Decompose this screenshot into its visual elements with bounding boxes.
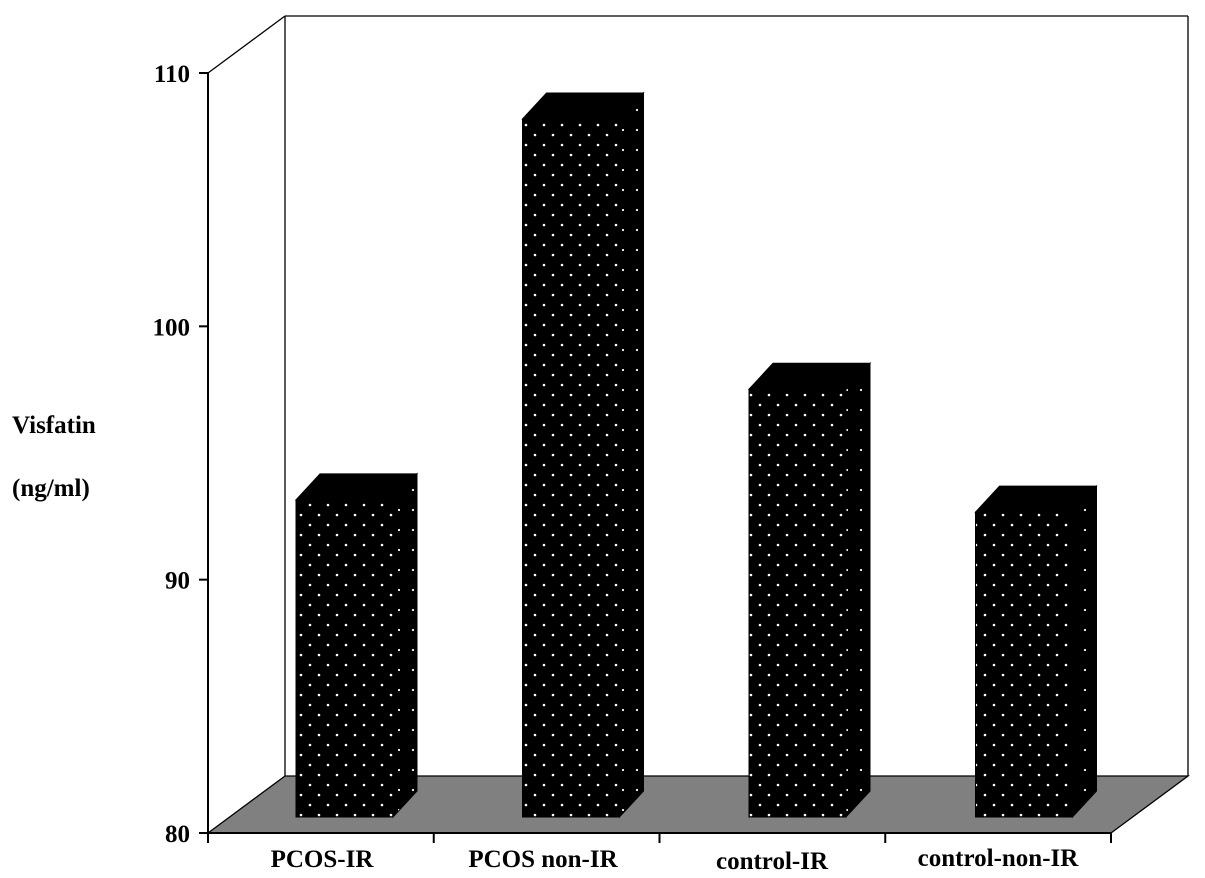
x-label-0: PCOS-IR xyxy=(271,846,375,873)
bar-2 xyxy=(747,361,872,819)
bar-3 xyxy=(974,484,1098,819)
y-tick-label-100: 100 xyxy=(153,314,191,341)
bar-0 xyxy=(294,472,419,819)
bars-group xyxy=(294,91,1098,819)
y-tick-label-110: 110 xyxy=(154,61,190,88)
bar-front-1 xyxy=(522,118,620,818)
x-label-3: control-non-IR xyxy=(918,845,1080,872)
bar-1 xyxy=(521,91,645,819)
x-axis-labels: PCOS-IR PCOS non-IR control-IR control-non-… xyxy=(207,833,1112,875)
y-axis-label-line-1: Visfatin xyxy=(12,412,96,439)
bar-front-2 xyxy=(748,388,847,818)
y-tick-label-80: 80 xyxy=(165,821,190,848)
bar-side-3 xyxy=(1072,484,1097,819)
chart-floor xyxy=(206,775,1190,834)
bar-side-0 xyxy=(392,472,418,819)
y-axis-label-line-2: (ng/ml) xyxy=(12,475,90,502)
bar-front-3 xyxy=(975,511,1073,818)
x-label-2: control-IR xyxy=(716,848,829,875)
frame-diagonal-edge xyxy=(207,15,286,74)
bar-side-2 xyxy=(845,361,871,819)
x-label-1: PCOS non-IR xyxy=(468,846,618,873)
y-tick-label-90: 90 xyxy=(165,568,190,595)
bar-front-0 xyxy=(295,499,394,818)
bar-side-1 xyxy=(619,91,644,819)
chart-frame xyxy=(207,15,1189,833)
y-axis-ticks: 80 90 100 110 xyxy=(153,61,208,848)
